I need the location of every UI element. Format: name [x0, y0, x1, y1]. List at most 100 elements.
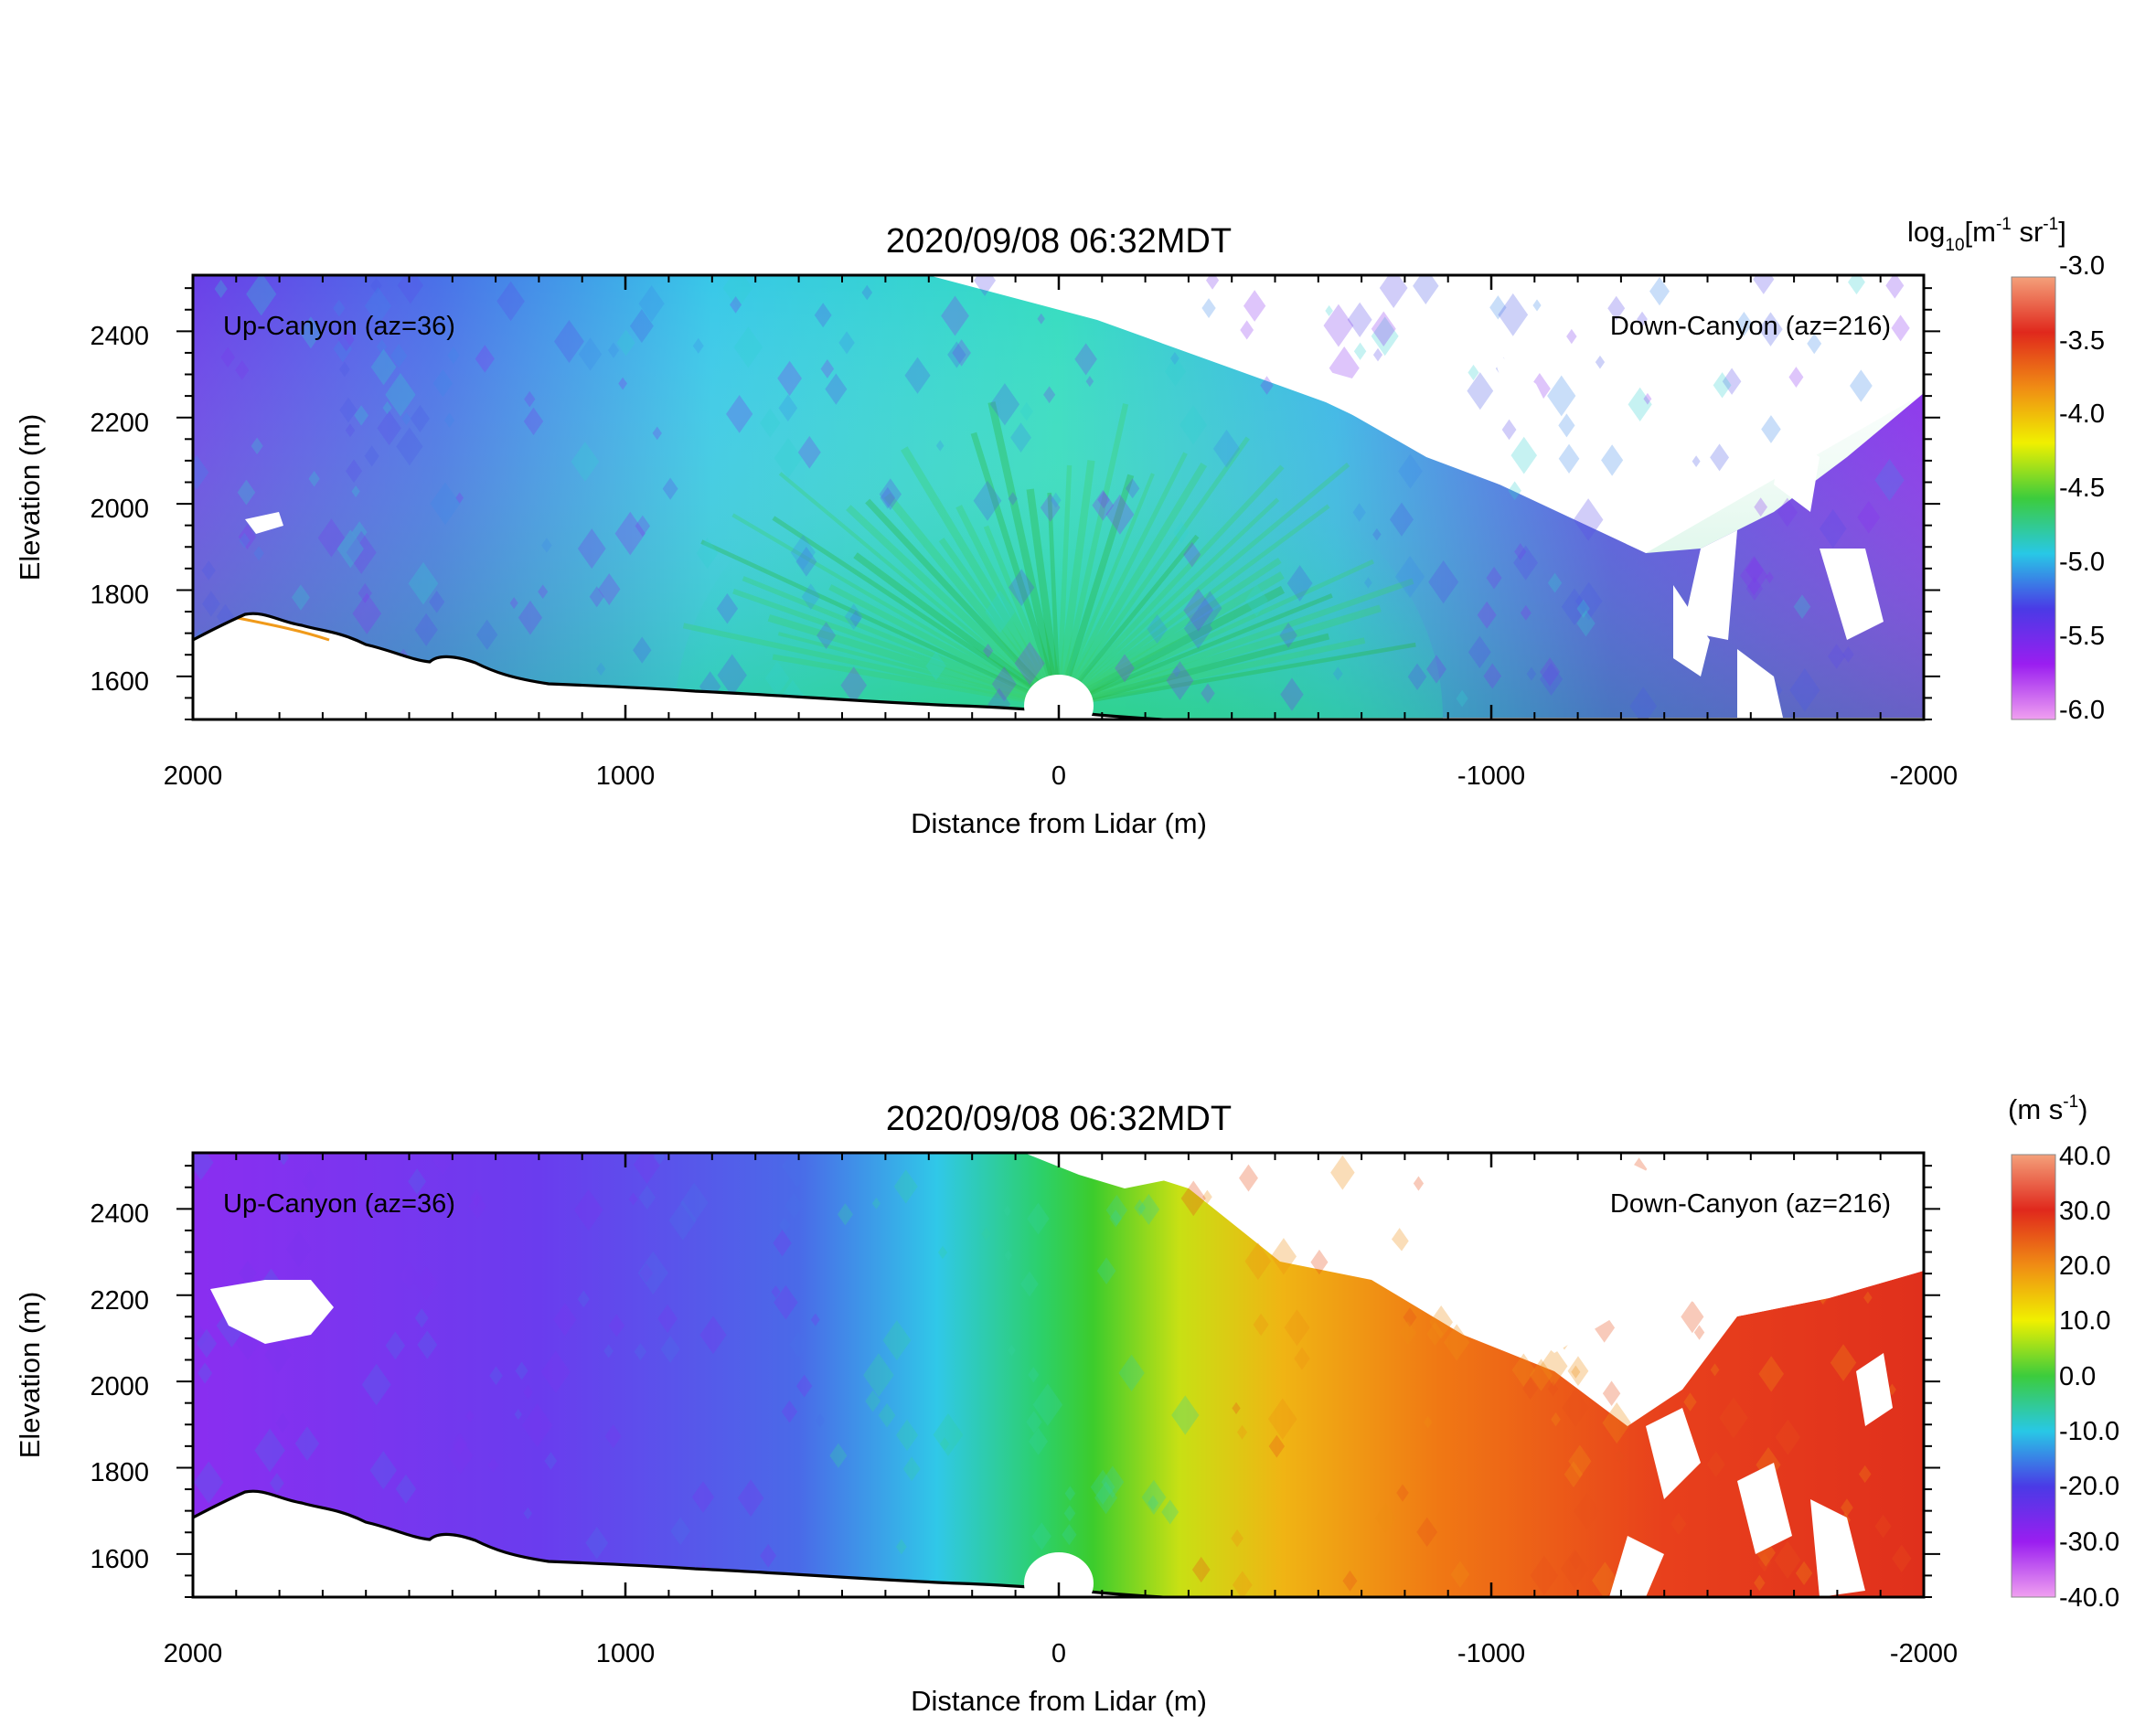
velocity-speckle [523, 1507, 533, 1520]
velocity-speckle [1171, 1395, 1200, 1435]
backscatter-speckle [1198, 591, 1222, 625]
velocity-speckle [1530, 1555, 1559, 1596]
x-tick-label: -2000 [1890, 762, 1958, 791]
backscatter-ray [1057, 473, 1155, 707]
backscatter-ray [772, 654, 1060, 709]
velocity-speckle [1090, 1469, 1115, 1505]
y-tick-labels-bottom: 1600 1800 2000 2200 2400 [90, 1199, 149, 1574]
velocity-speckle [1096, 1257, 1116, 1284]
velocity-speckle [1874, 1514, 1892, 1539]
backscatter-ray [1057, 559, 1374, 709]
velocity-speckle [1031, 1522, 1051, 1550]
backscatter-speckle [1489, 295, 1507, 320]
backscatter-speckle [1329, 346, 1360, 390]
velocity-speckle [1294, 1347, 1310, 1370]
backscatter-speckle [1547, 375, 1576, 417]
velocity-speckle [1681, 1300, 1704, 1334]
velocity-speckle [1374, 1502, 1397, 1534]
colorbar-tick-label: -5.0 [2059, 548, 2105, 577]
velocity-speckle [465, 1410, 475, 1422]
backscatter-speckle [447, 346, 460, 365]
velocity-speckle [1719, 1397, 1748, 1439]
velocity-speckle [1063, 1505, 1076, 1522]
backscatter-gap-5 [1673, 585, 1710, 677]
backscatter-near-lidar-core [675, 416, 1443, 719]
backscatter-speckle [633, 636, 652, 664]
backscatter-speckle [1891, 314, 1910, 342]
annotation-up-canyon-top: Up-Canyon (az=36) [223, 312, 455, 341]
velocity-speckle [285, 1231, 312, 1268]
velocity-speckle [361, 1363, 391, 1406]
backscatter-speckle [336, 529, 364, 569]
backscatter-speckle [1352, 503, 1366, 522]
velocity-speckle [1571, 1365, 1581, 1379]
backscatter-speckle [716, 593, 739, 624]
backscatter-speckle [1789, 668, 1820, 712]
velocity-speckle [1094, 1481, 1118, 1515]
backscatter-speckle [1325, 304, 1333, 317]
velocity-speckle [1758, 1356, 1785, 1392]
backscatter-ray [1057, 497, 1280, 708]
backscatter-speckle [1043, 386, 1056, 404]
backscatter-speckle [849, 610, 862, 627]
velocity-speckle [1426, 1322, 1444, 1346]
backscatter-speckle [778, 394, 798, 422]
colorbar-gradient-top [2011, 276, 2056, 720]
backscatter-ray [1057, 504, 1330, 708]
backscatter-speckle [1575, 581, 1603, 621]
velocity-speckle [1562, 1388, 1589, 1427]
backscatter-speckle [607, 342, 620, 358]
velocity-speckle [577, 1290, 590, 1308]
backscatter-speckle [1539, 663, 1564, 697]
velocity-speckle [1270, 1238, 1297, 1275]
backscatter-speckle [1857, 501, 1881, 534]
velocity-speckle [1444, 1324, 1470, 1361]
backscatter-speckle [596, 662, 606, 677]
velocity-speckle [1180, 1180, 1206, 1217]
velocity-speckle [1284, 1309, 1310, 1347]
backscatter-speckle [430, 482, 461, 526]
velocity-speckle [795, 1374, 813, 1398]
backscatter-speckle [1389, 502, 1414, 537]
backscatter-speckle [1540, 657, 1561, 687]
velocity-speckle [1141, 1479, 1167, 1516]
backscatter-speckle [589, 586, 604, 608]
velocity-speckle [1236, 1424, 1248, 1440]
backscatter-speckle [1371, 316, 1399, 357]
backscatter-speckle [844, 603, 863, 630]
backscatter-speckle [1526, 666, 1537, 681]
backscatter-speckle [1761, 415, 1781, 443]
backscatter-speckle [774, 437, 803, 479]
backscatter-speckle [351, 485, 360, 498]
velocity-speckle [1450, 1561, 1470, 1588]
backscatter-speckle [333, 299, 346, 317]
colorbar-tick-label: -40.0 [2059, 1583, 2119, 1613]
backscatter-ray [778, 472, 1061, 708]
y-axis-label-top: Elevation (m) [14, 414, 46, 581]
backscatter-speckle [1637, 311, 1648, 327]
backscatter-speckle [1125, 478, 1140, 499]
x-axis-label-bottom: Distance from Lidar (m) [911, 1685, 1207, 1717]
backscatter-speckle [538, 584, 549, 600]
backscatter-speckle [1514, 543, 1527, 560]
backscatter-speckle [351, 521, 368, 543]
velocity-speckle [489, 1366, 503, 1386]
velocity-speckle [1416, 1517, 1438, 1548]
velocity-speckle [1232, 1571, 1253, 1597]
velocity-field [193, 1153, 1924, 1597]
velocity-speckle [670, 1517, 690, 1546]
backscatter-speckle [616, 329, 635, 357]
backscatter-speckle [925, 651, 946, 681]
backscatter-speckle [1279, 622, 1297, 648]
colorbar-tick-label: -3.0 [2059, 251, 2105, 281]
velocity-speckle [1594, 1313, 1616, 1343]
velocity-speckle [882, 1320, 912, 1361]
velocity-speckle [771, 1285, 781, 1299]
backscatter-ray [772, 516, 1061, 709]
velocity-speckle [1191, 1556, 1211, 1583]
backscatter-speckle [235, 360, 250, 380]
backscatter-speckle [795, 546, 817, 577]
velocity-speckle [893, 1169, 918, 1204]
backscatter-speckle [733, 326, 763, 368]
